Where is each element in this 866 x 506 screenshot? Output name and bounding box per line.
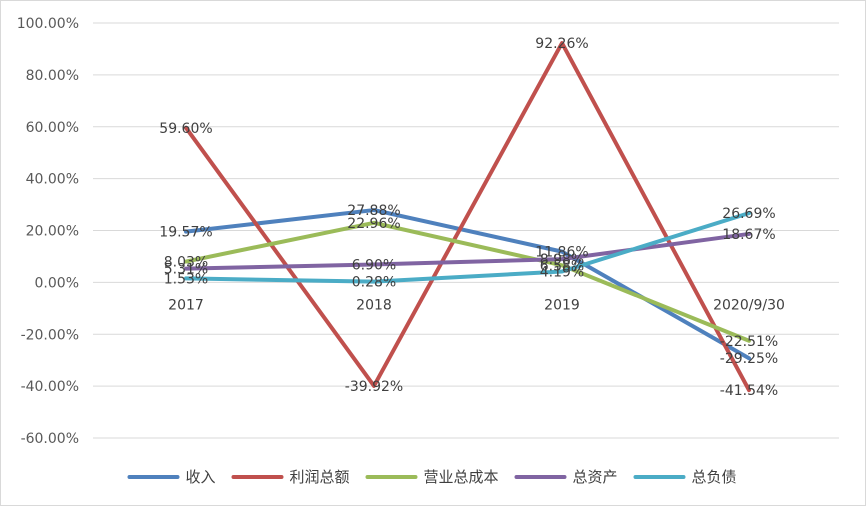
- y-tick-label: 0.00%: [35, 275, 79, 291]
- data-label: 19.57%: [159, 225, 212, 241]
- legend-label: 收入: [186, 468, 216, 486]
- data-label: 92.26%: [535, 36, 588, 52]
- data-label: 4.19%: [540, 265, 584, 281]
- data-label: 5.31%: [164, 262, 208, 278]
- series-line: [184, 231, 751, 271]
- series-line: [184, 211, 751, 284]
- data-label: -41.54%: [720, 383, 778, 399]
- x-tick-label: 2018: [356, 297, 392, 313]
- data-labels: 19.57% 27.88% 11.86% -29.25% 59.60% -39.92% 92…: [159, 36, 778, 399]
- data-label: -22.51%: [720, 334, 778, 350]
- x-tick-label: 2019: [544, 297, 580, 313]
- y-tick-label: 20.00%: [26, 224, 79, 240]
- legend-label: 总资产: [573, 468, 618, 486]
- y-tick-label: -40.00%: [21, 379, 79, 395]
- data-label: -39.92%: [345, 379, 403, 395]
- data-label: 1.53%: [164, 271, 208, 287]
- legend-label: 总负债: [692, 468, 737, 486]
- legend: 收入 利润总额 营业总成本 总资产 总负债: [127, 468, 737, 486]
- y-axis-ticks: 100.00% 80.00% 60.00% 40.00% 20.00% 0.00% -20.…: [17, 16, 79, 447]
- y-tick-label: -60.00%: [21, 431, 79, 447]
- x-tick-label: 2017: [168, 297, 204, 313]
- data-label: -29.25%: [720, 351, 778, 367]
- series-line: [184, 220, 751, 343]
- series-line: [184, 41, 751, 393]
- data-label: 6.90%: [352, 257, 396, 273]
- series-lines: [184, 41, 751, 393]
- legend-label: 营业总成本: [424, 468, 499, 486]
- data-label: 11.86%: [535, 245, 588, 261]
- y-tick-label: 40.00%: [26, 172, 79, 188]
- legend-label: 利润总额: [290, 468, 350, 486]
- data-label: 22.96%: [347, 216, 400, 232]
- data-label: 0.28%: [352, 275, 396, 291]
- data-label: 26.69%: [722, 206, 775, 222]
- data-label: 8.03%: [164, 255, 208, 271]
- y-tick-label: 80.00%: [26, 68, 79, 84]
- x-axis-ticks: 2017 2018 2019 2020/9/30: [168, 297, 785, 313]
- data-label: 27.88%: [347, 203, 400, 219]
- y-tick-label: -20.00%: [21, 327, 79, 343]
- y-tick-label: 60.00%: [26, 120, 79, 136]
- data-label: 18.67%: [722, 227, 775, 243]
- x-tick-label: 2020/9/30: [713, 297, 785, 313]
- data-label: 8.98%: [540, 252, 584, 268]
- data-label: 6.58%: [540, 258, 584, 274]
- y-tick-label: 100.00%: [17, 16, 79, 32]
- data-label: 59.60%: [159, 121, 212, 137]
